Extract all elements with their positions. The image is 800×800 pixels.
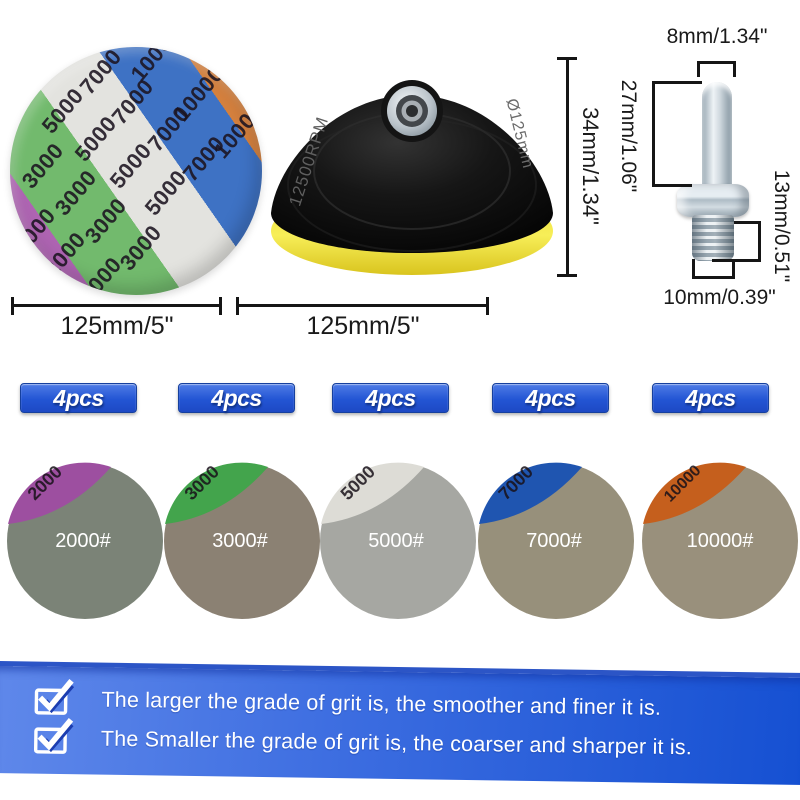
info-text: The Smaller the grade of grit is, the co… xyxy=(100,726,693,759)
info-banner: The larger the grade of grit is, the smo… xyxy=(0,661,800,786)
pad-black-body xyxy=(271,95,553,253)
dim-line xyxy=(692,276,735,279)
dim-line xyxy=(12,304,222,307)
disc-folded-corner xyxy=(643,462,746,524)
pack-qty-badge: 4pcs xyxy=(332,383,449,413)
pack-qty-badge: 4pcs xyxy=(492,383,609,413)
dim-line xyxy=(652,82,655,187)
pack-qty-badge: 4pcs xyxy=(652,383,769,413)
grit-stack-disc: 2000 2000 2000 3000 3000 3000 3000 5000 … xyxy=(10,47,262,295)
grit-number: 10000 xyxy=(208,98,262,164)
disc-sample-5000: 5000 5000# xyxy=(320,462,476,619)
disc-folded-corner xyxy=(8,462,111,524)
pack-qty-badge: 4pcs xyxy=(20,383,137,413)
adapter-threaded-stud xyxy=(692,215,734,261)
disc-sample-2000: 2000 2000# xyxy=(7,462,163,619)
disc-face-label: 10000# xyxy=(687,530,755,552)
pack-qty-badge: 4pcs xyxy=(178,383,295,413)
disc-sample-7000: 7000 7000# xyxy=(478,462,634,619)
checkbox-check-icon xyxy=(33,718,74,754)
disc-folded-corner xyxy=(165,462,268,524)
disc-face-label: 5000# xyxy=(368,530,424,552)
grit-number: 7000 xyxy=(74,47,127,100)
dim-tick xyxy=(692,259,695,277)
dim-line xyxy=(758,221,761,262)
dim-tick xyxy=(733,61,736,77)
grit-number: 5000 xyxy=(36,83,89,139)
disc-sample-3000: 3000 3000# xyxy=(164,462,320,619)
adapter-flange-nut xyxy=(677,184,749,217)
info-line-1: The larger the grade of grit is, the smo… xyxy=(33,679,662,725)
dim-label: 125mm/5" xyxy=(60,312,174,340)
adapter-shank xyxy=(702,82,732,188)
disc-sample-10000: 10000 10000# xyxy=(642,462,798,619)
info-text: The larger the grade of grit is, the smo… xyxy=(101,687,662,720)
dim-tick xyxy=(732,259,735,277)
dim-tick xyxy=(486,297,489,315)
dim-tick xyxy=(697,61,700,77)
pack-qty-label: 4pcs xyxy=(211,384,262,411)
info-line-2: The Smaller the grade of grit is, the co… xyxy=(33,718,693,765)
dim-line xyxy=(566,58,569,277)
dim-label: 8mm/1.34" xyxy=(666,25,768,48)
disc-face-label: 3000# xyxy=(212,530,268,552)
dim-tick xyxy=(557,57,577,60)
pack-qty-label: 4pcs xyxy=(53,384,104,411)
dim-tick xyxy=(11,297,14,315)
dim-label: 125mm/5" xyxy=(306,312,420,340)
dim-tick xyxy=(712,259,761,262)
checkbox-check-icon xyxy=(34,679,75,715)
dim-tick xyxy=(734,221,761,224)
disc-folded-corner xyxy=(479,462,582,524)
grit-number: 3000 xyxy=(16,138,69,194)
dim-tick xyxy=(652,81,702,84)
dim-tick xyxy=(652,184,692,187)
grit-number: 3000 xyxy=(49,165,102,221)
dim-line xyxy=(698,61,736,64)
dim-line xyxy=(237,304,489,307)
disc-face-label: 2000# xyxy=(55,530,111,552)
disc-folded-corner xyxy=(321,462,424,524)
dim-tick xyxy=(557,274,577,277)
grit-number: 10000 xyxy=(168,61,229,127)
dim-label: 27mm/1.06" xyxy=(617,79,640,193)
pack-qty-label: 4pcs xyxy=(365,384,416,411)
disc-face-label: 7000# xyxy=(526,530,582,552)
dim-label: 10mm/0.39" xyxy=(663,286,776,309)
dim-tick xyxy=(219,297,222,315)
dim-label: 13mm/0.51" xyxy=(770,169,793,283)
pack-qty-label: 4pcs xyxy=(525,384,576,411)
pack-qty-label: 4pcs xyxy=(685,384,736,411)
dim-tick xyxy=(236,297,239,315)
dim-label: 34mm/1.34" xyxy=(578,107,603,225)
backing-pad-photo: 12500RPM Ø125mm xyxy=(271,80,553,275)
hub-thread-hole xyxy=(406,105,418,117)
